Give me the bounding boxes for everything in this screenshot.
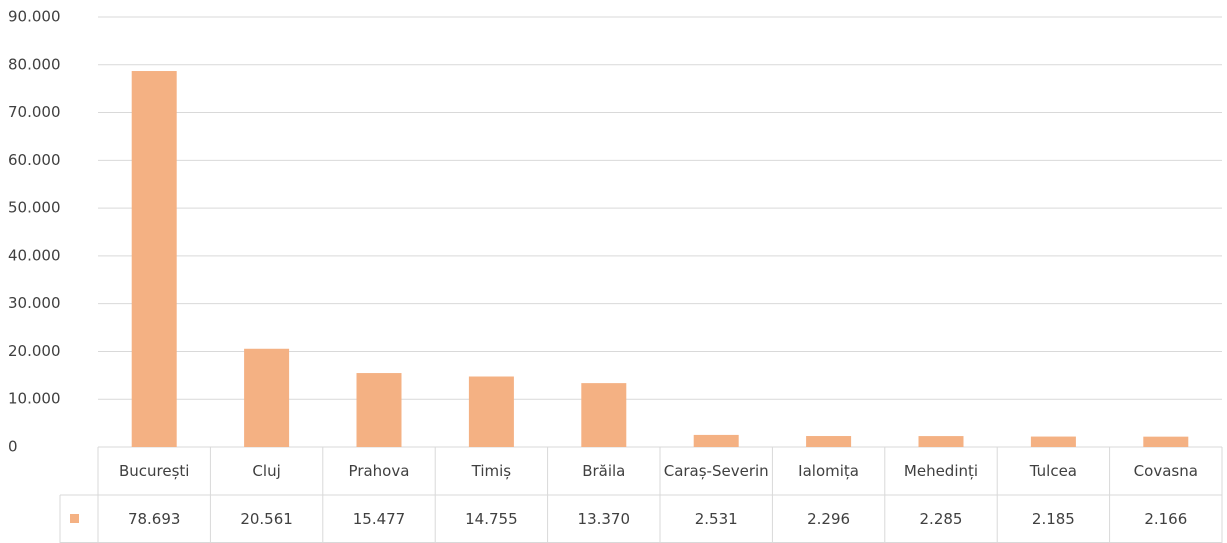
- value-label: 2.285: [919, 510, 963, 528]
- category-label: Caraș-Severin: [663, 462, 769, 480]
- category-label: Mehedinți: [903, 462, 979, 480]
- bar: [806, 436, 852, 447]
- category-label: Cluj: [252, 462, 281, 480]
- category-label: Brăila: [582, 462, 626, 480]
- bar: [581, 383, 627, 447]
- value-label: 2.185: [1031, 510, 1075, 528]
- bar: [693, 434, 739, 447]
- bar: [1143, 436, 1189, 447]
- category-label: Ialomița: [798, 462, 859, 480]
- y-tick-label: 60.000: [8, 151, 61, 169]
- y-tick-label: 50.000: [8, 199, 61, 217]
- category-label: Covasna: [1133, 462, 1198, 480]
- bar: [131, 71, 177, 447]
- category-label: București: [118, 462, 190, 480]
- value-label: 2.531: [694, 510, 738, 528]
- category-label: Timiș: [471, 462, 512, 480]
- bar: [1030, 436, 1076, 447]
- y-tick-label: 30.000: [8, 294, 61, 312]
- bar: [918, 436, 964, 447]
- y-tick-label: 80.000: [8, 55, 61, 73]
- y-tick-label: 40.000: [8, 246, 61, 264]
- y-tick-label: 0: [8, 438, 18, 456]
- y-tick-label: 20.000: [8, 342, 61, 360]
- value-label: 13.370: [577, 510, 631, 528]
- value-label: 14.755: [465, 510, 518, 528]
- y-tick-label: 70.000: [8, 103, 61, 121]
- value-label: 2.166: [1144, 510, 1188, 528]
- value-label: 78.693: [127, 510, 181, 528]
- value-label: 20.561: [240, 510, 293, 528]
- bar: [244, 348, 290, 447]
- value-label: 15.477: [352, 510, 406, 528]
- y-tick-label: 90.000: [8, 8, 61, 26]
- category-label: Tulcea: [1029, 462, 1077, 480]
- bar: [468, 376, 514, 447]
- bar: [356, 373, 402, 447]
- y-tick-label: 10.000: [8, 390, 61, 408]
- category-label: Prahova: [348, 462, 410, 480]
- legend-key: [70, 514, 79, 523]
- value-label: 2.296: [807, 510, 851, 528]
